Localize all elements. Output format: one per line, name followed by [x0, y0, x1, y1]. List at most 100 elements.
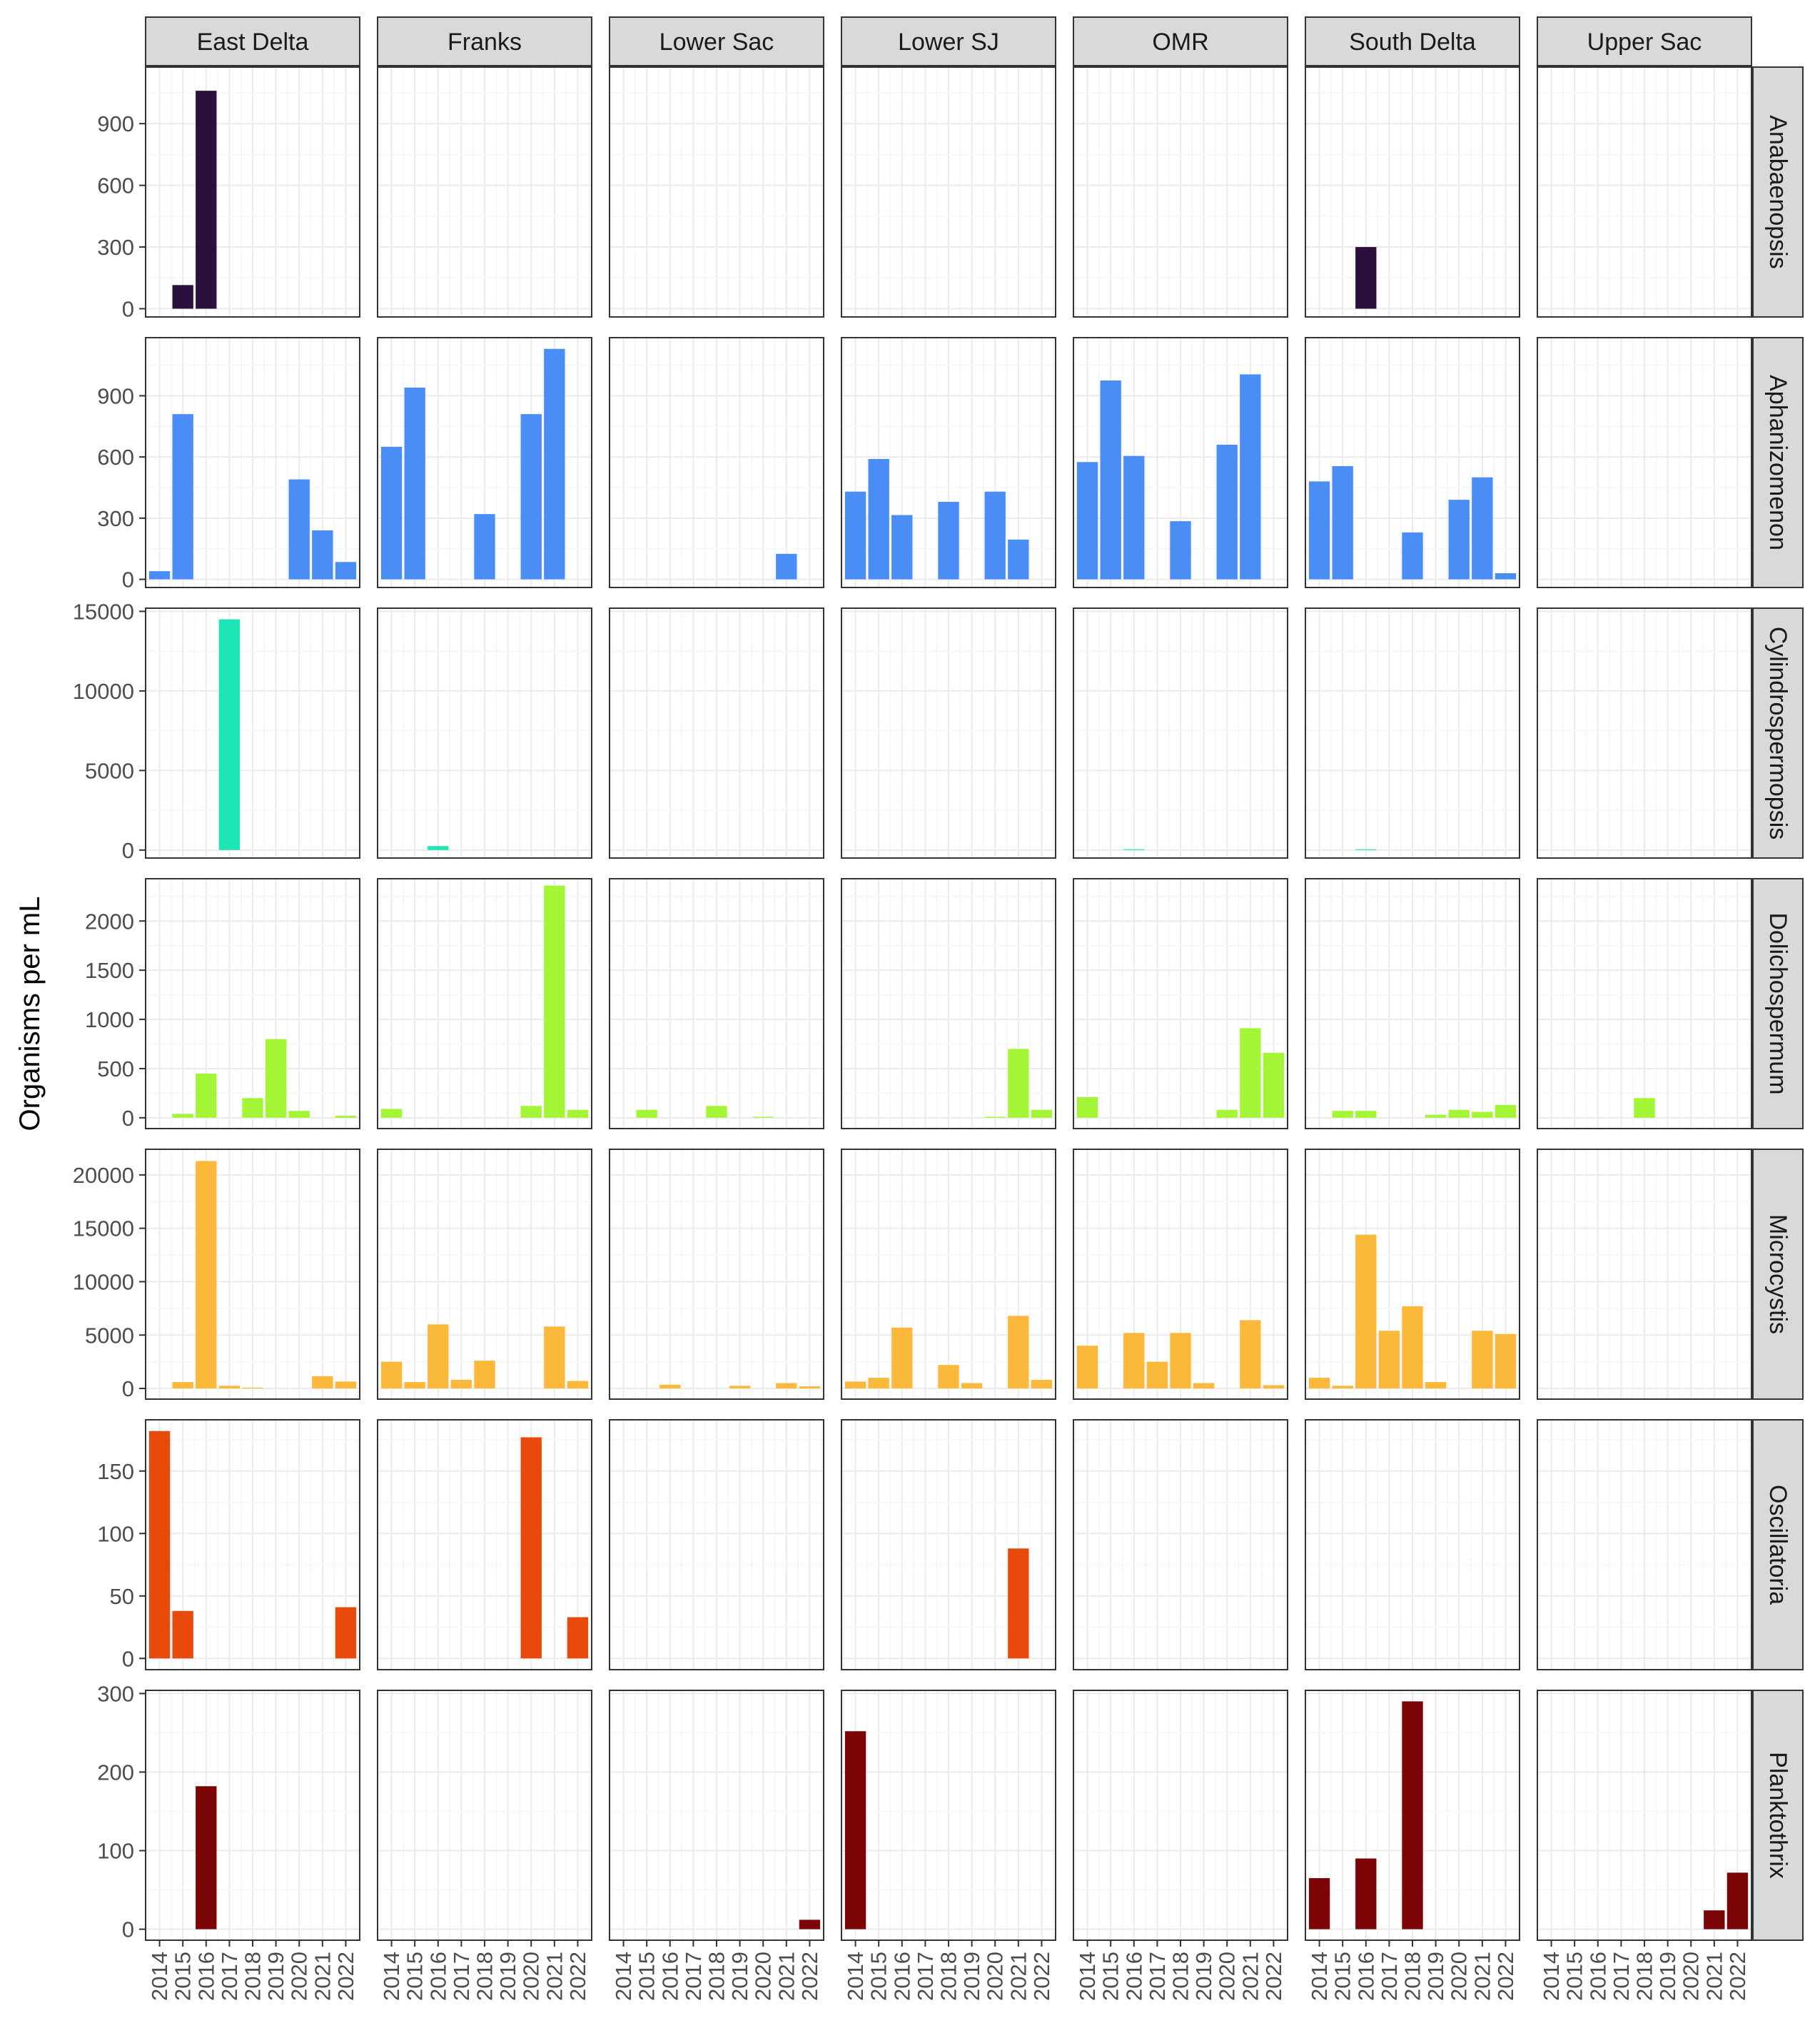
x-tick-label-franks: 2021 [542, 1952, 567, 2001]
bar-dolichospermum-lower-sac-2020 [752, 1116, 774, 1118]
bar-cylindrospermopsis-east-delta-2017 [218, 619, 241, 850]
bar-dolichospermum-omr-2014 [1076, 1096, 1098, 1118]
bar-microcystis-south-delta-2021 [1472, 1331, 1493, 1389]
x-tick-label-east-delta: 2018 [241, 1952, 266, 2001]
bar-dolichospermum-franks-2022 [567, 1109, 589, 1118]
y-tick-label-dolichospermum: 0 [122, 1106, 134, 1131]
bar-microcystis-east-delta-2021 [312, 1376, 333, 1389]
y-tick-label-planktothrix: 300 [97, 1681, 134, 1706]
x-tick-label-lower-sj: 2022 [1029, 1952, 1054, 2001]
x-tick-label-omr: 2015 [1098, 1952, 1123, 2001]
strip-omr [1073, 16, 1288, 66]
row-strip-aphanizomenon [1752, 337, 1804, 588]
bar-dolichospermum-lower-sj-2022 [1031, 1109, 1053, 1118]
bar-microcystis-lower-sac-2016 [659, 1384, 681, 1389]
bar-cylindrospermopsis-omr-2016 [1123, 849, 1145, 850]
row-strip-anabaenopsis [1752, 66, 1804, 318]
bar-dolichospermum-omr-2021 [1240, 1028, 1261, 1118]
panel-border-cylindrospermopsis-upper-sac [1537, 607, 1752, 859]
bar-planktothrix-east-delta-2016 [196, 1786, 217, 1929]
x-tick-label-east-delta: 2015 [171, 1952, 196, 2001]
x-tick-label-omr: 2022 [1261, 1952, 1286, 2001]
bar-oscillatoria-franks-2020 [520, 1437, 542, 1659]
x-tick-label-lower-sj: 2020 [983, 1952, 1008, 2001]
bar-dolichospermum-franks-2014 [380, 1109, 403, 1118]
x-tick-label-upper-sac: 2020 [1679, 1952, 1704, 2001]
bar-planktothrix-upper-sac-2022 [1727, 1872, 1749, 1929]
strip-east-delta [145, 16, 360, 66]
bar-aphanizomenon-omr-2021 [1240, 374, 1261, 580]
row-strip-label-anabaenopsis: Anabaenopsis [1764, 115, 1791, 269]
y-tick-label-anabaenopsis: 0 [122, 296, 134, 321]
panel-border-anabaenopsis-omr [1073, 66, 1288, 318]
panel-border-dolichospermum-omr [1073, 878, 1288, 1129]
bar-oscillatoria-lower-sj-2021 [1008, 1548, 1029, 1659]
bar-anabaenopsis-east-delta-2015 [172, 285, 193, 309]
bar-planktothrix-upper-sac-2021 [1704, 1910, 1725, 1929]
panel-border-cylindrospermopsis-east-delta [145, 607, 360, 859]
x-tick-label-south-delta: 2017 [1377, 1952, 1402, 2001]
panel-border-dolichospermum-south-delta [1305, 878, 1520, 1129]
bar-aphanizomenon-omr-2018 [1170, 521, 1191, 580]
panel-border-microcystis-south-delta [1305, 1149, 1520, 1400]
bar-planktothrix-south-delta-2014 [1308, 1878, 1330, 1929]
y-tick-label-cylindrospermopsis: 5000 [85, 758, 134, 783]
bar-microcystis-lower-sac-2022 [799, 1386, 821, 1389]
panel-border-oscillatoria-upper-sac [1537, 1419, 1752, 1670]
x-tick-label-upper-sac: 2021 [1702, 1952, 1727, 2001]
x-tick-label-upper-sac: 2014 [1539, 1952, 1564, 2001]
x-tick-label-lower-sj: 2016 [889, 1952, 914, 2001]
y-tick-label-aphanizomenon: 300 [97, 506, 134, 531]
bar-dolichospermum-south-delta-2015 [1332, 1111, 1353, 1118]
x-tick-label-omr: 2020 [1215, 1952, 1240, 2001]
panel-border-dolichospermum-lower-sac [609, 878, 824, 1129]
bar-microcystis-south-delta-2018 [1402, 1306, 1423, 1389]
strip-lower-sac [609, 16, 824, 66]
bar-planktothrix-south-delta-2018 [1402, 1701, 1423, 1929]
bar-microcystis-omr-2021 [1240, 1320, 1261, 1389]
x-tick-label-lower-sac: 2017 [681, 1952, 706, 2001]
y-tick-label-aphanizomenon: 0 [122, 567, 134, 592]
bar-aphanizomenon-franks-2018 [474, 514, 495, 580]
bar-microcystis-south-delta-2022 [1495, 1333, 1517, 1389]
bar-microcystis-lower-sj-2019 [961, 1383, 983, 1389]
x-tick-label-lower-sac: 2018 [704, 1952, 729, 2001]
y-tick-label-dolichospermum: 1500 [85, 958, 134, 983]
x-tick-label-south-delta: 2015 [1330, 1952, 1355, 2001]
panel-border-anabaenopsis-upper-sac [1537, 66, 1752, 318]
bar-aphanizomenon-east-delta-2022 [335, 562, 357, 580]
panel-border-anabaenopsis-franks [377, 66, 592, 318]
panel-border-aphanizomenon-franks [377, 337, 592, 588]
x-tick-label-lower-sac: 2020 [751, 1952, 776, 2001]
x-tick-label-franks: 2016 [425, 1952, 450, 2001]
x-tick-label-lower-sj: 2014 [843, 1952, 868, 2001]
x-tick-label-omr: 2021 [1238, 1952, 1263, 2001]
bar-microcystis-franks-2015 [404, 1382, 425, 1389]
panel-border-dolichospermum-upper-sac [1537, 878, 1752, 1129]
y-tick-label-oscillatoria: 50 [110, 1584, 134, 1609]
strip-franks [377, 16, 592, 66]
strip-upper-sac [1537, 16, 1752, 66]
bar-microcystis-omr-2016 [1123, 1333, 1145, 1389]
y-tick-label-dolichospermum: 2000 [85, 909, 134, 934]
x-tick-label-franks: 2022 [565, 1952, 590, 2001]
x-tick-label-south-delta: 2014 [1307, 1952, 1332, 2001]
x-tick-label-east-delta: 2021 [310, 1952, 335, 2001]
y-tick-label-planktothrix: 200 [97, 1760, 134, 1785]
bar-microcystis-lower-sj-2016 [891, 1327, 913, 1389]
x-tick-label-upper-sac: 2016 [1585, 1952, 1610, 2001]
panel-border-microcystis-east-delta [145, 1149, 360, 1400]
row-strip-planktothrix [1752, 1690, 1804, 1941]
panel-border-aphanizomenon-south-delta [1305, 337, 1520, 588]
bar-aphanizomenon-omr-2014 [1076, 462, 1098, 580]
y-tick-label-microcystis: 10000 [73, 1269, 134, 1294]
panel-border-microcystis-lower-sj [841, 1149, 1056, 1400]
x-tick-label-lower-sac: 2022 [797, 1952, 822, 2001]
y-axis-title: Organisms per mL [14, 897, 46, 1131]
y-tick-label-cylindrospermopsis: 10000 [73, 679, 134, 704]
bar-microcystis-omr-2014 [1076, 1346, 1098, 1389]
bar-dolichospermum-east-delta-2019 [265, 1039, 287, 1118]
x-tick-label-franks: 2017 [449, 1952, 474, 2001]
panel-border-cylindrospermopsis-franks [377, 607, 592, 859]
x-tick-label-east-delta: 2020 [287, 1952, 312, 2001]
